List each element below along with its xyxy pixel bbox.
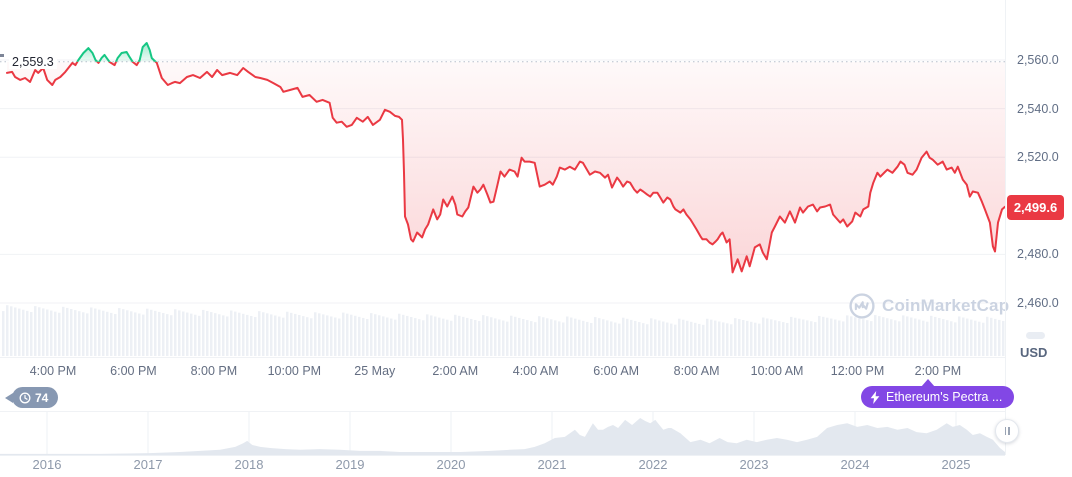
- time-axis[interactable]: 4:00 PM 6:00 PM 8:00 PM 10:00 PM 25 May 2:00 …: [0, 364, 1005, 382]
- minimap-year-label: 2024: [840, 457, 870, 472]
- events-count-badge[interactable]: 74: [4, 387, 59, 408]
- price-axis-tick: 2,560.0: [1017, 53, 1059, 67]
- time-axis-tick: 10:00 PM: [267, 364, 322, 378]
- lightning-bolt-icon: [870, 390, 880, 404]
- axis-grip[interactable]: [1026, 332, 1045, 339]
- minimap-year-label: 2023: [739, 457, 769, 472]
- minimap-top-border: [0, 411, 1005, 412]
- time-axis-tick: 12:00 PM: [830, 364, 885, 378]
- minimap-bottom-border: [0, 455, 1005, 456]
- time-axis-tick: 2:00 AM: [432, 364, 479, 378]
- news-badge-pointer: [921, 379, 935, 387]
- time-axis-tick: 2:00 PM: [914, 364, 962, 378]
- baseline-tick: [0, 54, 4, 57]
- minimap-year-label: 2019: [335, 457, 365, 472]
- minimap-year-label: 2018: [234, 457, 264, 472]
- time-axis-tick: 4:00 PM: [29, 364, 77, 378]
- events-count: 74: [35, 390, 49, 405]
- time-axis-tick: 8:00 PM: [190, 364, 238, 378]
- time-axis-tick: 6:00 AM: [593, 364, 640, 378]
- minimap-year-axis: 2016 2017 2018 2019 2020 2021 2022 2023 2024 2025: [0, 457, 1005, 475]
- news-badge[interactable]: Ethereum's Pectra ...: [861, 386, 1015, 408]
- price-axis-tick: 2,480.0: [1017, 247, 1059, 262]
- separator-line: [0, 357, 1005, 358]
- time-axis-tick: 25 May: [354, 364, 396, 378]
- minimap-year-label: 2021: [537, 457, 567, 472]
- news-badge-label: Ethereum's Pectra ...: [886, 390, 1003, 404]
- range-minimap[interactable]: [0, 412, 1006, 455]
- clock-icon: [19, 392, 31, 403]
- current-price-badge: 2,499.6: [1007, 195, 1064, 220]
- minimap-year-label: 2025: [941, 457, 971, 472]
- price-axis-tick: 2,540.0: [1017, 101, 1059, 116]
- axis-divider: [1005, 0, 1006, 455]
- time-axis-tick: 8:00 AM: [673, 364, 720, 378]
- minimap-year-label: 2016: [32, 457, 62, 472]
- price-axis-tick: 2,520.0: [1017, 150, 1059, 165]
- price-axis-tick: 2,460.0: [1017, 296, 1059, 310]
- minimap-year-label: 2017: [133, 457, 163, 472]
- baseline-price-label: 2,559.3: [9, 55, 57, 69]
- time-axis-tick: 6:00 PM: [110, 364, 157, 378]
- currency-label: USD: [1020, 345, 1048, 360]
- price-chart-canvas[interactable]: [0, 0, 1005, 360]
- range-handle[interactable]: [995, 419, 1019, 443]
- minimap-year-label: 2020: [436, 457, 466, 472]
- time-axis-tick: 4:00 AM: [512, 364, 559, 378]
- minimap-year-label: 2022: [638, 457, 668, 472]
- time-axis-tick: 10:00 AM: [750, 364, 804, 378]
